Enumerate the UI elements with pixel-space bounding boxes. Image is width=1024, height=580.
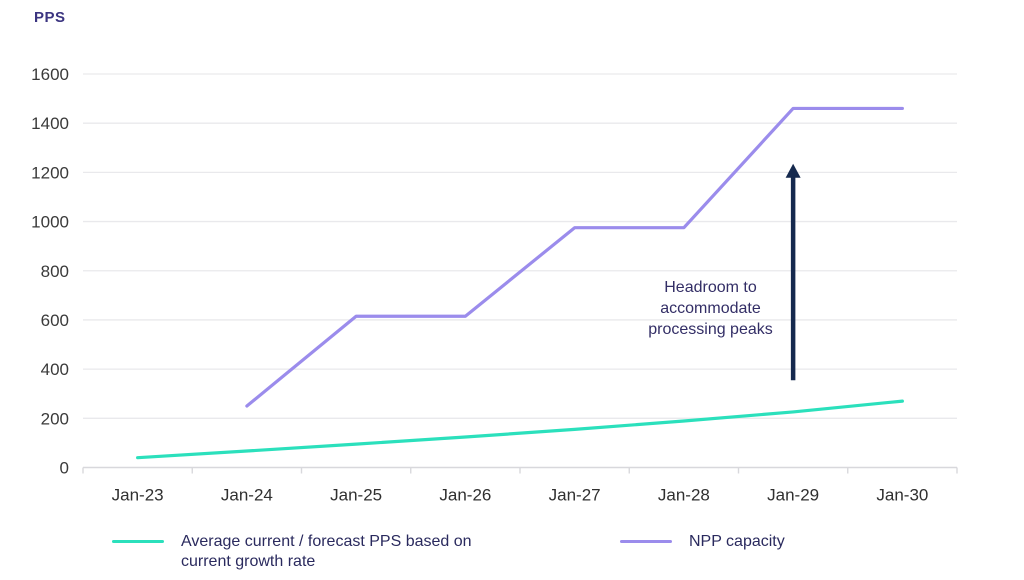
y-axis-tick-label: 400: [41, 360, 69, 379]
x-axis-tick-label: Jan-25: [330, 486, 382, 505]
x-axis-tick-label: Jan-23: [112, 486, 164, 505]
y-axis-tick-label: 1600: [31, 65, 69, 84]
x-axis-tick-label: Jan-26: [439, 486, 491, 505]
legend-label-npp-capacity: NPP capacity: [689, 533, 785, 550]
series-line-0: [136, 399, 904, 460]
x-axis-tick-label: Jan-24: [221, 486, 273, 505]
series-line-1: [245, 106, 904, 408]
legend-swatch-teal: [112, 540, 164, 543]
y-axis-tick-label: 0: [60, 459, 69, 478]
x-axis-tick-label: Jan-29: [767, 486, 819, 505]
headroom-arrow-head: [785, 163, 801, 178]
y-axis-title: PPS: [34, 9, 66, 26]
legend: Average current / forecast PPS based on …: [0, 528, 1024, 580]
y-axis-tick-label: 1000: [31, 213, 69, 232]
x-axis-tick-label: Jan-30: [876, 486, 928, 505]
y-axis-tick-label: 200: [41, 409, 69, 428]
x-axis-tick-label: Jan-28: [658, 486, 710, 505]
y-axis-tick-label: 1200: [31, 163, 69, 182]
y-axis-tick-label: 800: [41, 262, 69, 281]
legend-item-npp-capacity: NPP capacity: [620, 532, 785, 552]
y-axis-tick-label: 600: [41, 311, 69, 330]
legend-item-average-pps: Average current / forecast PPS based on …: [112, 532, 501, 573]
headroom-annotation: Headroom to accommodate processing peaks: [648, 279, 773, 339]
x-axis-tick-label: Jan-27: [549, 486, 601, 505]
y-axis-tick-label: 1400: [31, 114, 69, 133]
legend-label-average-pps: Average current / forecast PPS based on …: [181, 533, 472, 571]
legend-swatch-purple: [620, 540, 672, 543]
